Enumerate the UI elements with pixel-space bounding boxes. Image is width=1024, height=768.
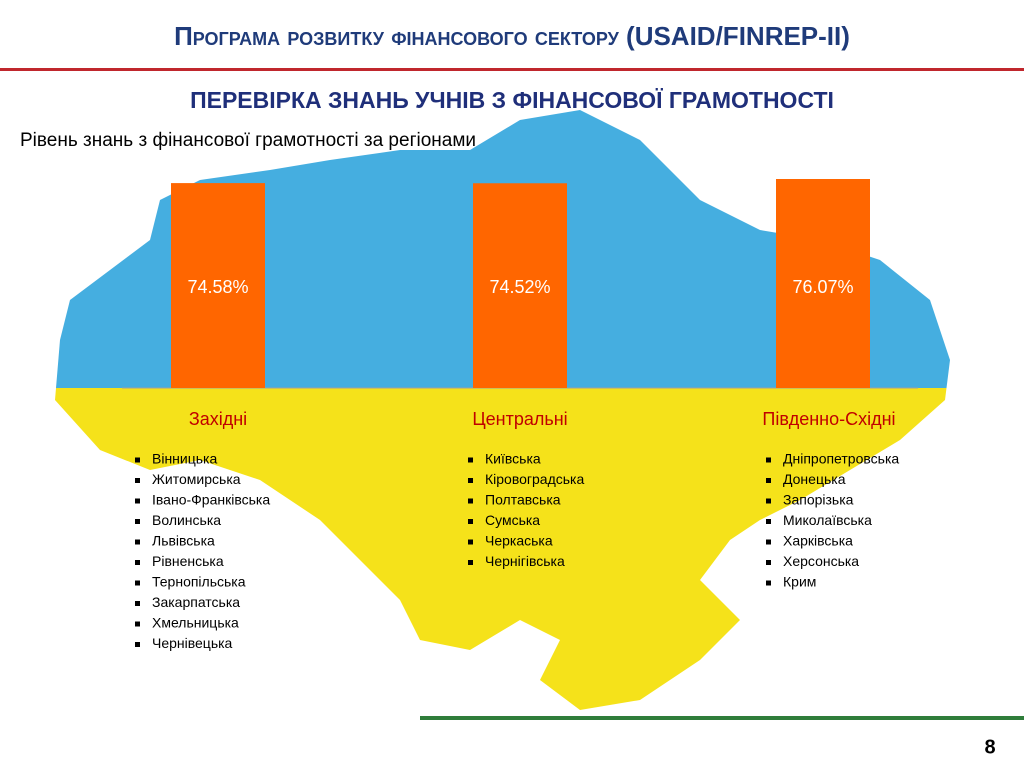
region-item: Харківська <box>783 533 853 549</box>
bullet <box>766 560 771 565</box>
map-shape <box>55 388 947 710</box>
bullet <box>468 457 473 463</box>
bullet <box>135 580 140 586</box>
chart-title: Рівень знань з фінансової грамотності за… <box>20 130 476 151</box>
category-label: Західні <box>189 409 247 429</box>
bar <box>776 179 870 388</box>
region-item: Тернопільська <box>152 574 246 590</box>
region-item: Сумська <box>485 512 540 528</box>
bullet <box>135 498 140 504</box>
region-item: Житомирська <box>152 471 241 487</box>
bar <box>171 183 265 388</box>
region-item: Івано-Франківська <box>152 492 270 508</box>
bullet <box>766 519 771 524</box>
region-item: Кіровоградська <box>485 471 584 487</box>
header: Програма розвитку фінансового сектору (U… <box>174 21 850 51</box>
page-number: 8 <box>984 736 995 758</box>
bullet <box>135 478 140 483</box>
region-item: Запорізька <box>783 492 854 508</box>
bullet <box>135 642 140 647</box>
region-item: Чернігівська <box>485 553 565 569</box>
bullet <box>135 601 140 606</box>
value-label: 74.58% <box>187 277 248 297</box>
bullet <box>135 560 140 565</box>
region-item: Крим <box>783 574 816 590</box>
bullet <box>135 539 140 545</box>
bullet <box>766 478 771 483</box>
region-item: Донецька <box>783 471 846 487</box>
header-rule <box>0 68 1024 71</box>
bullet <box>135 621 140 627</box>
region-item: Хмельницька <box>152 615 239 631</box>
bullet <box>135 457 140 463</box>
bullet <box>766 457 771 463</box>
region-item: Миколаївська <box>783 512 872 528</box>
region-item: Закарпатська <box>152 594 240 610</box>
footer-rule <box>420 716 1024 720</box>
bullet <box>766 498 771 504</box>
bar <box>473 183 567 388</box>
bullet <box>468 498 473 504</box>
bullet <box>468 519 473 524</box>
region-item: Чернівецька <box>152 635 233 651</box>
region-item: Черкаська <box>485 533 553 549</box>
region-item: Львівська <box>152 533 215 549</box>
bullet <box>766 580 771 586</box>
slide-title: ПЕРЕВІРКА ЗНАНЬ УЧНІВ З ФІНАНСОВОЇ ГРАМО… <box>190 87 834 113</box>
bullet <box>766 539 771 545</box>
region-item: Дніпропетровська <box>783 451 899 467</box>
region-item: Вінницька <box>152 451 217 467</box>
bullet <box>468 478 473 483</box>
value-label: 74.52% <box>489 277 550 297</box>
region-item: Полтавська <box>485 492 561 508</box>
category-label: Центральні <box>472 409 567 429</box>
category-label: Південно-Східні <box>762 409 895 429</box>
region-item: Київська <box>485 451 541 467</box>
bullet <box>468 560 473 565</box>
region-item: Херсонська <box>783 553 859 569</box>
bullet <box>135 519 140 524</box>
region-item: Волинська <box>152 512 221 528</box>
value-label: 76.07% <box>792 277 853 297</box>
bullet <box>468 539 473 545</box>
region-item: Рівненська <box>152 553 224 569</box>
